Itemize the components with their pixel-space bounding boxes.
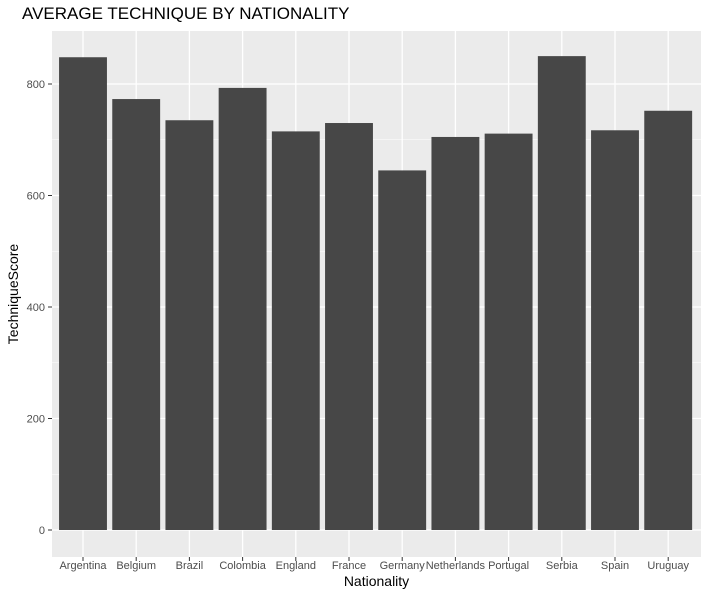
y-tick-label: 400 [27, 302, 45, 314]
y-tick-label: 0 [39, 525, 45, 537]
bars [59, 56, 693, 531]
bar-colombia [218, 87, 267, 530]
x-tick-label: England [276, 560, 316, 572]
x-tick-label: Colombia [219, 560, 266, 572]
bar-argentina [59, 57, 107, 531]
y-tick-label: 600 [27, 191, 45, 203]
y-tick-label: 800 [27, 79, 45, 91]
x-tick-label: Portugal [488, 560, 529, 572]
bar-england [271, 131, 320, 530]
chart-title: AVERAGE TECHNIQUE BY NATIONALITY [22, 4, 350, 23]
bar-uruguay [644, 110, 693, 530]
bar-spain [591, 130, 639, 530]
bar-portugal [484, 133, 533, 530]
y-tick-label: 200 [27, 414, 45, 426]
x-tick-label: Serbia [546, 560, 579, 572]
x-tick-label: Uruguay [647, 560, 689, 572]
axes: 0 200 400 600 800 Argentina Belgium Brazil Colom… [27, 79, 690, 572]
y-axis-title: TechniqueScore [5, 244, 21, 345]
bar-netherlands [431, 136, 480, 530]
x-tick-label: Netherlands [426, 560, 486, 572]
x-tick-label: Argentina [59, 560, 107, 572]
x-tick-label: Belgium [116, 560, 156, 572]
bar-belgium [112, 99, 161, 531]
x-tick-label: Germany [380, 560, 426, 572]
bar-serbia [537, 56, 586, 530]
x-tick-label: France [332, 560, 366, 572]
bar-brazil [165, 120, 214, 531]
x-tick-label: Spain [601, 560, 629, 572]
bar-germany [378, 170, 427, 530]
x-tick-label: Brazil [176, 560, 204, 572]
x-axis-title: Nationality [344, 573, 409, 589]
bar-france [325, 123, 373, 531]
